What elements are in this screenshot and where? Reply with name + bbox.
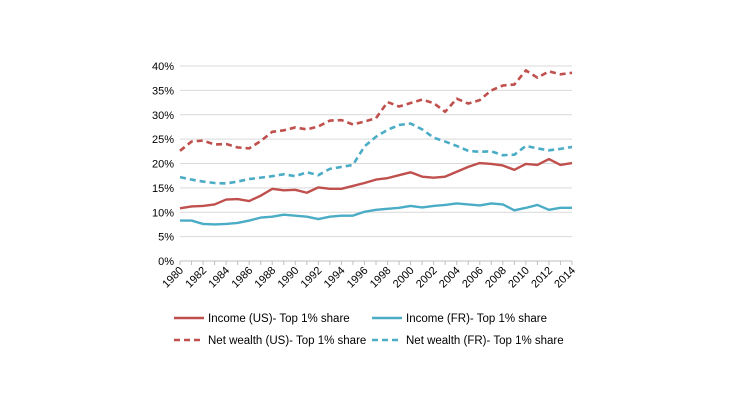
y-tick-label: 5%: [158, 232, 174, 244]
x-tick-label: 2002: [414, 265, 440, 291]
x-tick-label: 1998: [368, 265, 394, 291]
y-tick-label: 10%: [152, 207, 174, 219]
x-tick-label: 1980: [160, 265, 186, 291]
x-tick-label: 1988: [253, 265, 279, 291]
gridlines: [180, 65, 572, 238]
x-tick-labels: 1980198219841986198819901992199419961998…: [160, 265, 578, 291]
x-tick-label: 2008: [483, 265, 509, 291]
x-tick-label: 2000: [391, 265, 417, 291]
x-tick-label: 1982: [183, 265, 209, 291]
x-tick-label: 1996: [345, 265, 371, 291]
series-lines: [179, 69, 573, 226]
x-tick-label: 2004: [437, 265, 463, 291]
legend-label-2: Income (FR)- Top 1% share: [406, 313, 547, 325]
series-line-2: [180, 202, 572, 226]
y-tick-label: 20%: [152, 159, 174, 171]
series-line-4: [179, 122, 573, 185]
x-tick-label: 2010: [506, 265, 532, 291]
axes: [179, 260, 573, 265]
y-tick-labels: 0% 5% 10% 15% 20% 25% 30% 35% 40%: [152, 61, 174, 268]
x-tick-label: 2006: [460, 265, 486, 291]
legend: Income (US)- Top 1% share Income (FR)- To…: [174, 313, 564, 347]
x-tick-label: 1984: [206, 265, 232, 291]
y-tick-label: 25%: [152, 134, 174, 146]
y-tick-label: 15%: [152, 183, 174, 195]
y-tick-label: 30%: [152, 110, 174, 122]
legend-label-1: Income (US)- Top 1% share: [208, 313, 350, 325]
y-tick-label: 35%: [152, 85, 174, 97]
x-tick-label: 2012: [529, 265, 555, 291]
x-tick-label: 1992: [299, 265, 325, 291]
legend-label-4: Net wealth (FR)- Top 1% share: [406, 335, 564, 347]
x-tick-label: 2014: [552, 265, 578, 291]
x-tick-label: 1990: [276, 265, 302, 291]
x-tick-label: 1986: [229, 265, 255, 291]
y-tick-label: 40%: [152, 61, 174, 73]
legend-label-3: Net wealth (US)- Top 1% share: [208, 335, 366, 347]
x-tick-label: 1994: [322, 265, 348, 291]
y-tick-label: 0%: [158, 256, 174, 268]
series-line-1: [179, 157, 573, 210]
